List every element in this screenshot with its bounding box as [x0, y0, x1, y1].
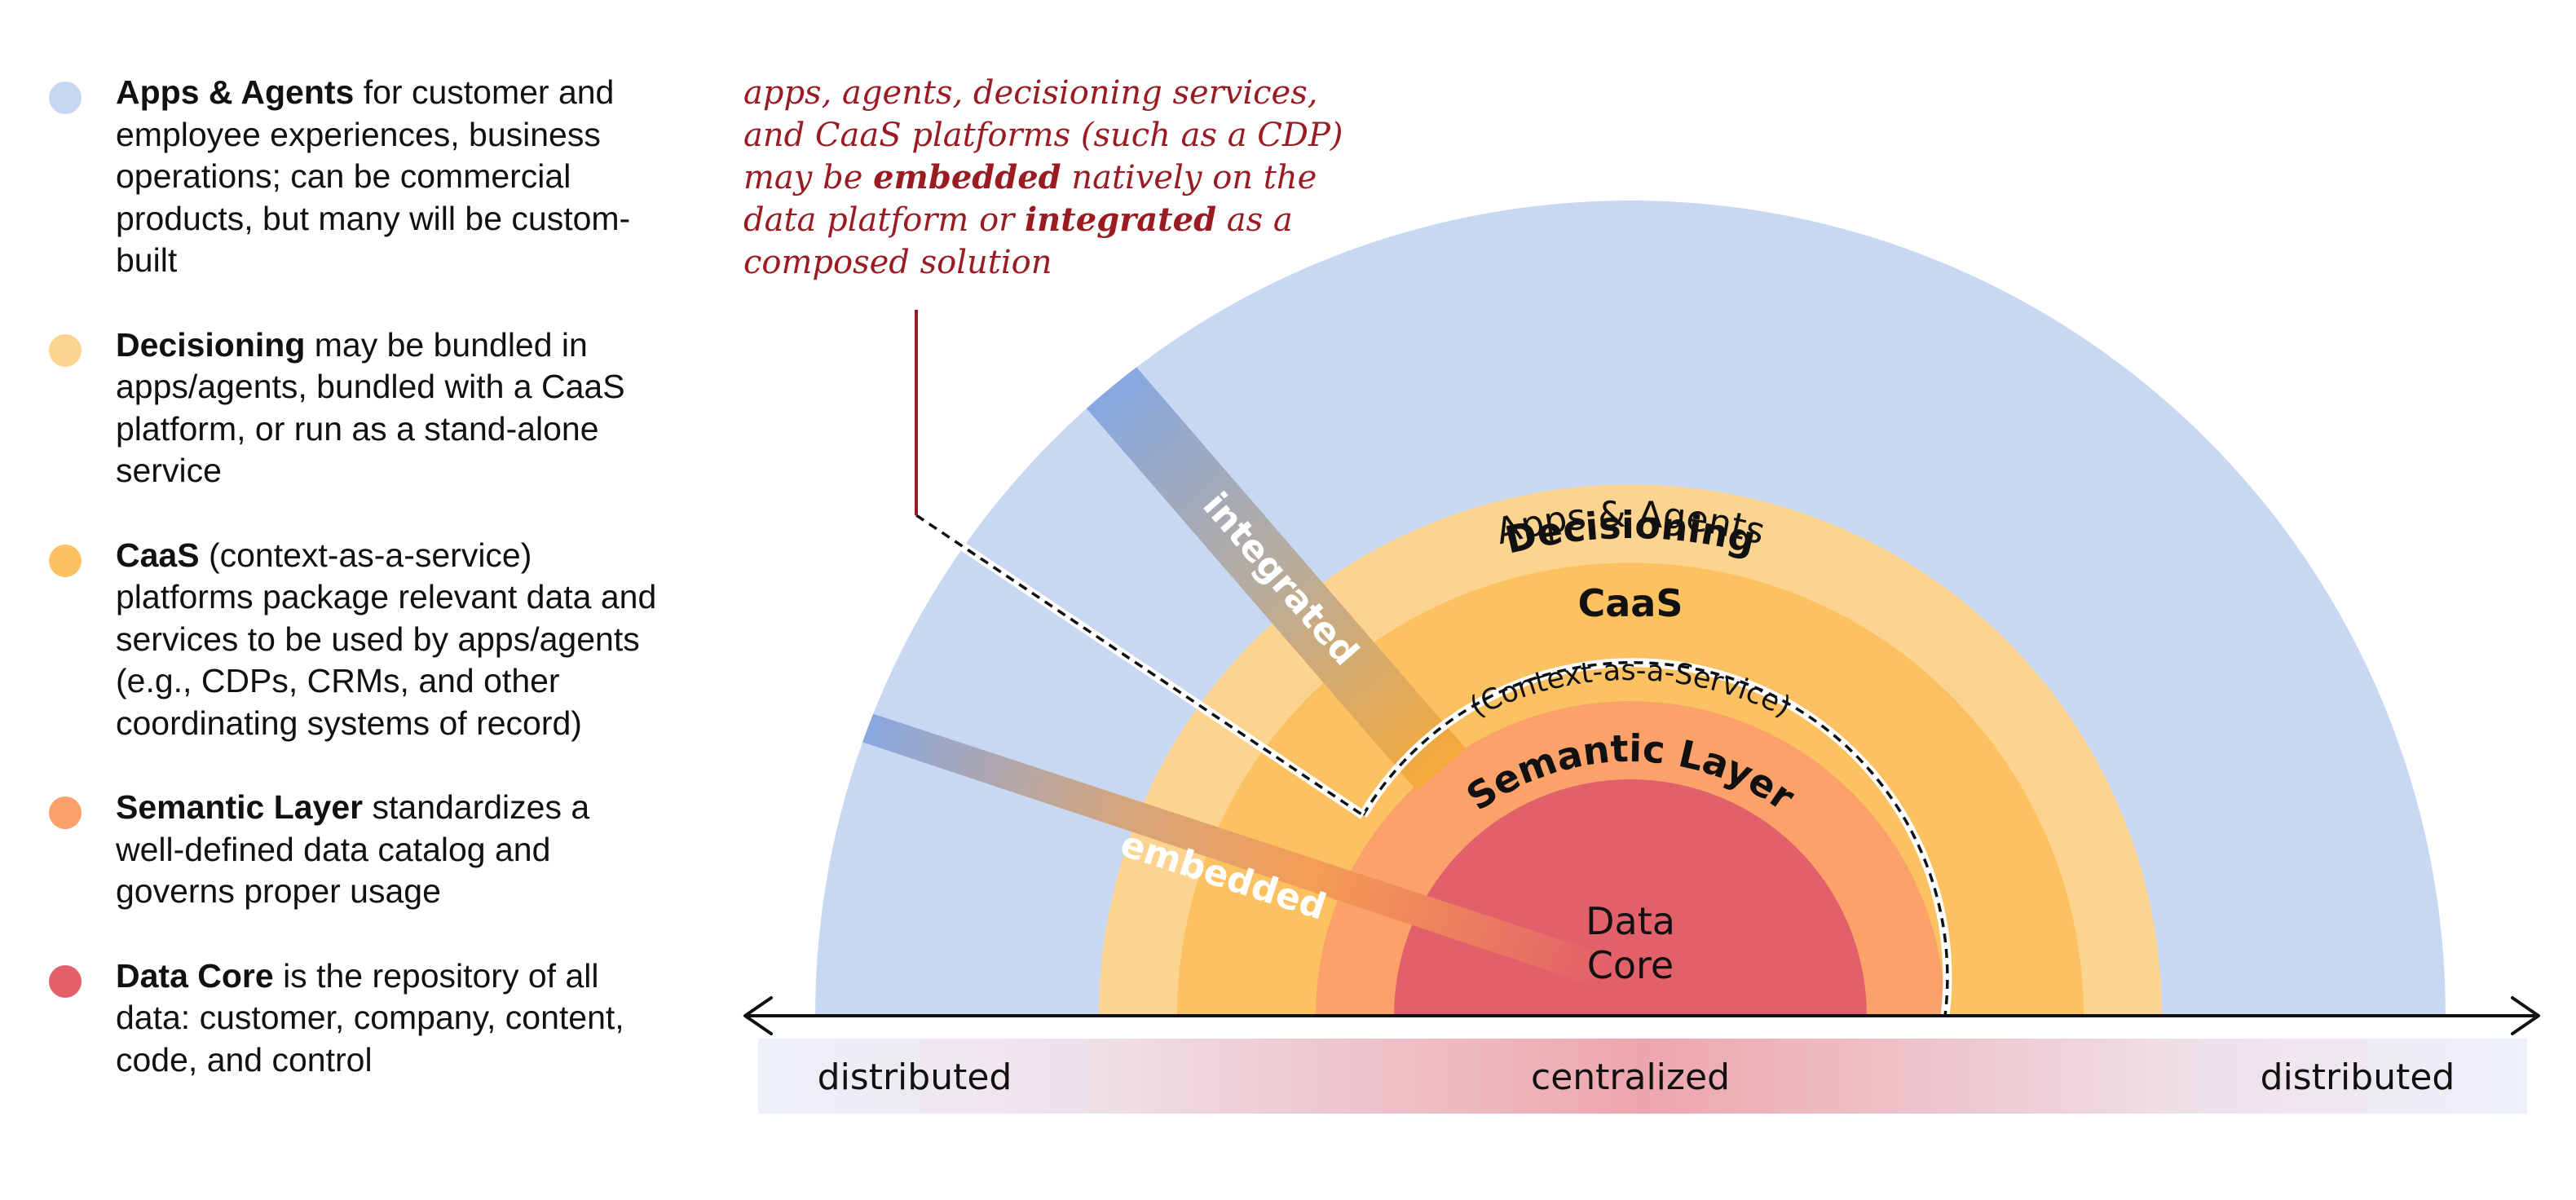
label-data-core-line1: Data: [1586, 899, 1675, 943]
decisioning-dot-icon: [49, 333, 82, 367]
legend-title: Semantic Layer: [116, 788, 364, 826]
semantic-boundary-dashed: [1359, 658, 1952, 1017]
note-part: apps, agents, decisioning services, and …: [743, 74, 1343, 196]
legend-item-semantic-layer: Semantic Layer standardizes a well-defin…: [46, 787, 665, 913]
label-caas: CaaS: [1578, 581, 1683, 625]
legend-title: Decisioning: [116, 325, 306, 364]
note-part: natively on the data platform or: [743, 159, 1317, 239]
caas-dot-icon: [49, 544, 82, 577]
legend-item-apps-agents: Apps & Agents for customer and employee …: [46, 72, 665, 282]
legend: Apps & Agents for customer and employee …: [46, 72, 665, 1081]
semantic-layer-dot-icon: [49, 796, 82, 829]
data-core-dot-icon: [49, 964, 82, 998]
legend-item-caas: CaaS (context-as-a-service) platforms pa…: [46, 535, 665, 745]
annotation-note: apps, agents, decisioning services, and …: [743, 72, 1363, 284]
legend-title: Apps & Agents: [116, 73, 355, 111]
legend-text: may be bundled in apps/agents, bundled w…: [116, 325, 625, 490]
legend-text: for customer and employee experiences, b…: [116, 73, 631, 279]
legend-title: Data Core: [116, 956, 274, 995]
legend-title: CaaS: [116, 536, 200, 574]
callout-leader-line: [915, 514, 1364, 817]
embedded-band: [859, 712, 1606, 986]
axis-gradient-band: [758, 1039, 2527, 1114]
note-integrated: integrated: [1024, 201, 1217, 239]
legend-text: standardizes a well-defined data catalog…: [116, 788, 590, 910]
note-embedded: embedded: [873, 158, 1061, 196]
label-data-core-line2: Core: [1587, 943, 1674, 987]
note-part: as a composed solution: [743, 201, 1293, 281]
legend-text: (context-as-a-service) platforms package…: [116, 536, 657, 742]
integrated-band: [1086, 365, 1466, 791]
apps-agents-dot-icon: [49, 82, 82, 114]
legend-item-decisioning: Decisioning may be bundled in apps/agent…: [46, 324, 665, 492]
axis-left-arrow-icon: [743, 996, 773, 1035]
axis-right-arrow-icon: [2511, 996, 2540, 1035]
axis-label-center: centralized: [1531, 1057, 1730, 1098]
axis-label-right: distributed: [2261, 1057, 2455, 1098]
axis-label-left: distributed: [818, 1057, 1012, 1098]
legend-item-data-core: Data Core is the repository of all data:…: [46, 955, 665, 1082]
legend-text: is the repository of all data: customer,…: [116, 956, 624, 1079]
